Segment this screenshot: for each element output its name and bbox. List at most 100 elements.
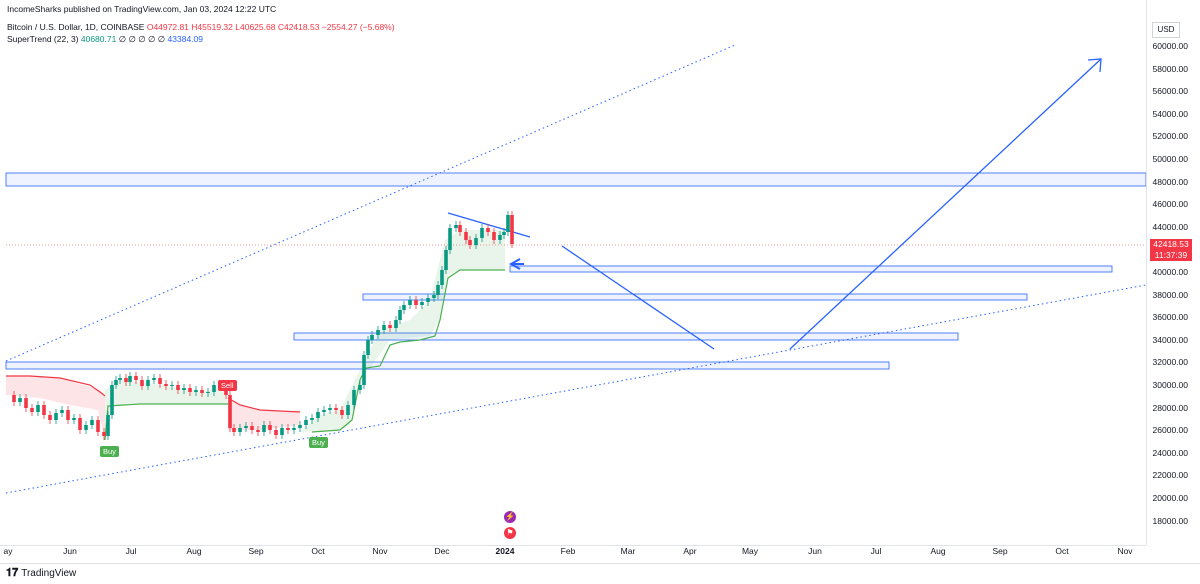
candle-body — [310, 418, 314, 420]
footer-bar: 𝟏𝟕 TradingView — [0, 563, 1200, 584]
buy-signal-label: Buy — [100, 446, 119, 457]
price-tick-label: 22000.00 — [1152, 470, 1188, 481]
candle-body — [506, 215, 510, 232]
candle-body — [24, 398, 28, 408]
candle-body — [66, 410, 70, 420]
current-price-badge: 42418.53 11:37:39 — [1150, 239, 1192, 261]
support-zone — [362, 293, 1028, 301]
candle-body — [480, 228, 484, 238]
candle-body — [18, 398, 22, 402]
candle-body — [316, 412, 320, 418]
candle-body — [124, 378, 128, 382]
candle-body — [444, 250, 448, 270]
projection-line-up — [789, 58, 1102, 350]
candle-body — [328, 408, 332, 410]
time-tick-label: May — [741, 546, 759, 556]
candle-body — [206, 392, 210, 393]
candle-body — [118, 378, 122, 380]
candle-body — [492, 232, 496, 240]
footer-brand: TradingView — [21, 568, 77, 579]
candle-body — [244, 426, 248, 428]
price-tick-label: 52000.00 — [1152, 131, 1188, 142]
symbol-legend[interactable]: Bitcoin / U.S. Dollar, 1D, COINBASE O449… — [7, 22, 395, 32]
candle-body — [164, 384, 168, 386]
indicator-placeholder-values: ∅ ∅ ∅ ∅ ∅ — [118, 34, 166, 44]
price-tick-label: 60000.00 — [1152, 41, 1188, 51]
candle-body — [152, 378, 156, 380]
candle-body — [382, 325, 386, 330]
price-tick-label: 38000.00 — [1152, 289, 1188, 300]
time-tick-label: Jun — [63, 546, 77, 556]
candle-body — [90, 420, 94, 425]
support-zone — [293, 332, 959, 341]
time-tick-label: Oct — [311, 546, 325, 556]
ohlc-low: L40625.68 — [235, 22, 276, 32]
supertrend-up-line — [311, 269, 505, 433]
candle-body — [340, 410, 344, 415]
indicator-legend[interactable]: SuperTrend (22, 3) 40680.71 ∅ ∅ ∅ ∅ ∅ 43… — [7, 34, 203, 45]
candle-body — [286, 428, 290, 430]
candle-body — [42, 405, 46, 415]
candle-body — [458, 225, 462, 232]
flag-event-icon[interactable]: ⚑ — [504, 527, 516, 539]
candle-body — [188, 388, 192, 392]
price-tick-label: 46000.00 — [1152, 199, 1188, 210]
candle-body — [448, 228, 452, 250]
time-tick-label: Aug — [186, 546, 202, 556]
candle-body — [134, 376, 138, 380]
price-tick-label: 32000.00 — [1152, 357, 1188, 368]
candle-body — [30, 408, 34, 412]
price-tick-label: 24000.00 — [1152, 447, 1188, 458]
candle-body — [398, 310, 402, 320]
time-tick-label: Jun — [808, 546, 822, 556]
lightning-event-icon[interactable]: ⚡ — [504, 511, 516, 523]
tradingview-logo[interactable]: 𝟏𝟕 TradingView — [6, 567, 76, 580]
indicator-name: SuperTrend (22, 3) — [7, 34, 79, 44]
projection-line-down — [561, 245, 715, 350]
supertrend-green-fill — [105, 380, 228, 440]
price-tick-label: 58000.00 — [1152, 63, 1188, 74]
candle-body — [262, 425, 266, 432]
price-tick-label: 44000.00 — [1152, 221, 1188, 232]
candle-body — [414, 300, 418, 305]
candle-body — [510, 215, 514, 244]
candle-body — [358, 385, 362, 390]
candle-body — [72, 418, 76, 420]
price-tick-label: 54000.00 — [1152, 108, 1188, 119]
candle-body — [36, 405, 40, 412]
time-tick-label: Apr — [683, 546, 697, 556]
candle-body — [106, 415, 110, 436]
candle-body — [212, 385, 216, 392]
candle-body — [454, 225, 458, 228]
supertrend-down-line — [227, 397, 301, 413]
time-tick-label: Dec — [434, 546, 450, 556]
candle-body — [128, 376, 132, 382]
candle-body — [298, 425, 302, 428]
candle-body — [228, 395, 232, 428]
ohlc-close: C42418.53 — [277, 22, 320, 32]
chart-canvas[interactable] — [0, 0, 1146, 545]
time-tick-label: Aug — [930, 546, 946, 556]
candle-body — [432, 295, 436, 298]
candle-body — [60, 410, 64, 413]
projection-arrowhead — [1087, 58, 1102, 73]
candle-body — [394, 320, 398, 328]
candle-body — [170, 385, 174, 386]
time-tick-label: Jul — [125, 546, 137, 556]
candle-body — [322, 410, 326, 412]
candle-body — [102, 432, 106, 436]
candle-body — [408, 300, 412, 305]
candle-body — [84, 425, 88, 430]
candle-body — [304, 420, 308, 425]
candle-body — [238, 428, 242, 432]
candle-body — [388, 325, 392, 328]
time-tick-label: Jul — [870, 546, 882, 556]
currency-button[interactable]: USD — [1152, 22, 1180, 38]
candle-body — [376, 330, 380, 335]
channel-upper-line — [5, 44, 736, 362]
candle-body — [370, 335, 374, 340]
resistance-zone — [5, 172, 1146, 187]
candle-body — [352, 390, 356, 405]
candle-body — [182, 388, 186, 390]
time-tick-label: Mar — [620, 546, 636, 556]
